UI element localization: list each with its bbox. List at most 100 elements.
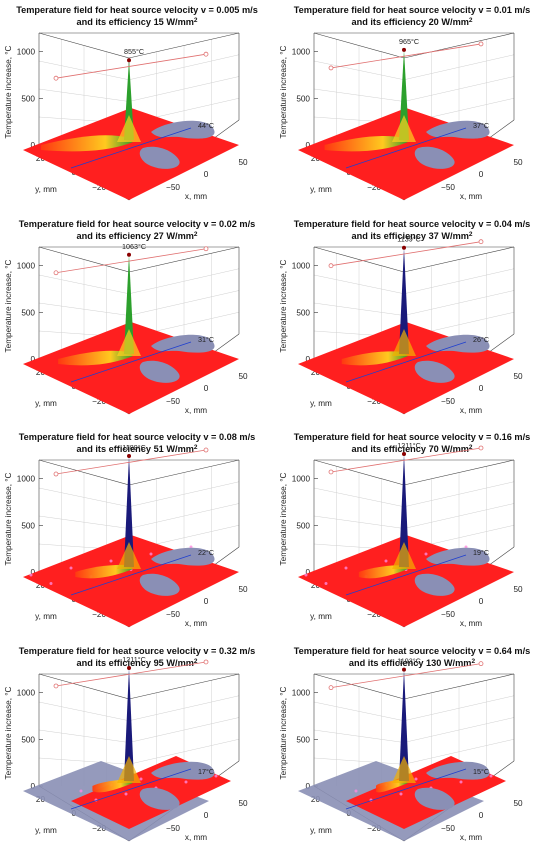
x-tick-label: 50 [238, 585, 248, 594]
surface-marker [109, 559, 113, 563]
temperature-surface [23, 756, 231, 841]
peak-temperature-label: 1189°C [122, 443, 146, 452]
x-tick-label: −50 [166, 824, 180, 833]
z-tick-label: 500 [21, 735, 35, 744]
x-tick-label: 0 [204, 811, 209, 820]
x-tick-label: −50 [441, 397, 455, 406]
peak-temperature-label: 1139°C [397, 235, 421, 244]
peak-base [392, 756, 416, 783]
z-tick-label: 500 [296, 735, 310, 744]
centerline [345, 127, 467, 169]
y-tick-label: 20 [36, 795, 46, 804]
edge-temperature-label: 17°C [198, 767, 214, 776]
panel-title-line2: and its efficiency 70 W/mm2 [351, 444, 472, 455]
x-axis-label: x, mm [460, 192, 482, 201]
z-tick-label: 1000 [17, 475, 36, 484]
x-axis-label: x, mm [185, 192, 207, 201]
z-tick-label: 500 [296, 308, 310, 317]
isotherm-blob [426, 761, 490, 780]
y-axis-label: y, mm [310, 612, 332, 621]
guide-marker [478, 661, 484, 667]
guide-marker [328, 263, 334, 269]
guide-marker [53, 75, 59, 81]
panel-2: Temperature field for heat source veloci… [279, 5, 530, 201]
panel-title-line1: Temperature field for heat source veloci… [294, 219, 531, 229]
peak-temperature-label: 1063°C [122, 242, 146, 251]
z-tick-label: 1000 [292, 262, 311, 271]
panel-7: Temperature field for heat source veloci… [4, 646, 255, 842]
y-tick-label: −20 [92, 397, 106, 406]
isotherm-blob [414, 573, 455, 596]
x-tick-label: 0 [479, 384, 484, 393]
y-axis-label: y, mm [310, 399, 332, 408]
centerline [70, 768, 192, 810]
x-axis-label: x, mm [185, 833, 207, 842]
x-tick-label: 0 [479, 597, 484, 606]
x-tick-label: 50 [513, 585, 523, 594]
z-axis-label: Temperature increase, °C [279, 259, 288, 352]
y-tick-label: 20 [36, 154, 46, 163]
x-tick-label: −50 [166, 183, 180, 192]
x-tick-label: 0 [479, 170, 484, 179]
z-axis-label: Temperature increase, °C [279, 686, 288, 779]
peak-marker [402, 451, 406, 456]
centerline [70, 341, 192, 383]
y-tick-label: 20 [311, 154, 321, 163]
panel-8: Temperature field for heat source veloci… [279, 646, 531, 842]
peak-marker [127, 454, 131, 459]
x-tick-label: 50 [238, 158, 248, 167]
panel-title-line1: Temperature field for heat source veloci… [19, 219, 256, 229]
x-axis-label: x, mm [185, 406, 207, 415]
x-axis-label: x, mm [185, 619, 207, 628]
y-axis-label: y, mm [310, 826, 332, 835]
y-tick-label: −20 [367, 610, 381, 619]
isotherm-blob [426, 334, 490, 353]
x-tick-label: 50 [513, 158, 523, 167]
centerline [345, 554, 467, 596]
peak-base [117, 115, 141, 142]
surface-marker [399, 792, 403, 796]
surface-marker [354, 789, 358, 793]
z-tick-label: 500 [21, 521, 35, 530]
y-axis-label: y, mm [35, 826, 57, 835]
peak-temperature-label: 855°C [124, 47, 144, 56]
peak-marker [402, 667, 406, 672]
peak-base [392, 329, 416, 356]
guide-line [330, 447, 482, 473]
y-tick-label: −20 [92, 610, 106, 619]
isotherm-blob [151, 547, 215, 566]
guide-line [330, 43, 482, 69]
z-tick-label: 500 [21, 308, 35, 317]
panel-title-line2: and its efficiency 15 W/mm2 [76, 17, 197, 28]
edge-temperature-label: 15°C [473, 767, 489, 776]
edge-temperature-label: 19°C [473, 548, 489, 557]
panel-title-line1: Temperature field for heat source veloci… [294, 646, 531, 656]
x-tick-label: 0 [204, 170, 209, 179]
centerline [345, 341, 467, 383]
z-tick-label: 0 [305, 782, 310, 791]
edge-temperature-label: 37°C [473, 121, 489, 130]
panel-title-line2: and its efficiency 27 W/mm2 [76, 231, 197, 242]
centerline [345, 768, 467, 810]
y-tick-label: 20 [311, 581, 321, 590]
temperature-peak [399, 453, 409, 567]
edge-temperature-label: 26°C [473, 335, 489, 344]
surface-marker [464, 545, 468, 549]
isotherm-blob [151, 761, 215, 780]
isotherm-blob [414, 360, 455, 383]
z-tick-label: 1000 [17, 689, 36, 698]
surface-marker [414, 777, 418, 781]
guide-marker [53, 270, 59, 276]
isotherm-blob [414, 146, 455, 169]
guide-marker [478, 239, 484, 245]
surface-marker [149, 552, 153, 556]
heat-trail [58, 350, 134, 366]
z-tick-label: 500 [21, 94, 35, 103]
x-tick-label: 50 [238, 372, 248, 381]
isotherm-blob [151, 334, 215, 353]
peak-base [392, 542, 416, 569]
panel-5: Temperature field for heat source veloci… [4, 432, 255, 628]
guide-line [330, 663, 482, 689]
isotherm-blob [426, 547, 490, 566]
z-tick-label: 500 [296, 94, 310, 103]
